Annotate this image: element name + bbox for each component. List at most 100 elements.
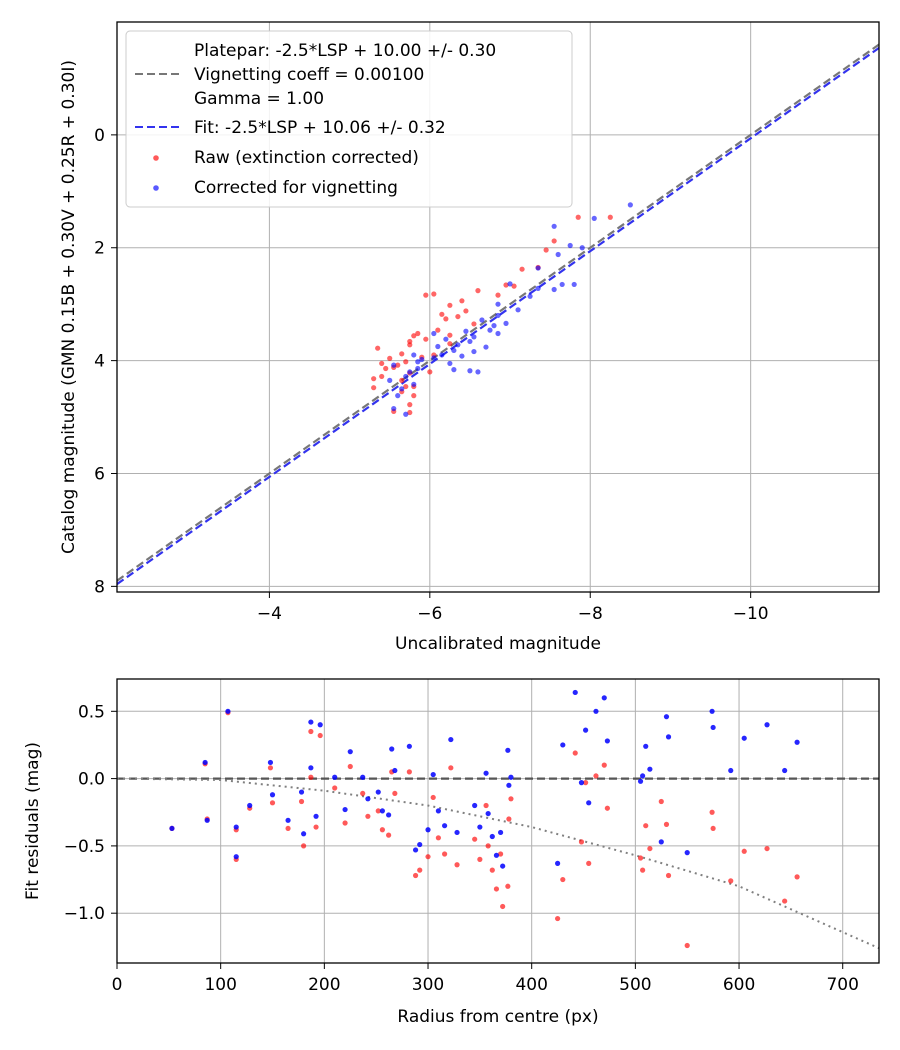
residual-raw-point: [500, 903, 506, 910]
residual-corrected-point: [506, 782, 512, 788]
corrected-point: [551, 286, 557, 293]
bottom-axis-ticks: 0 100 200 300 400 500 600 700 0.5 0.0 −0.5 −1.0: [64, 702, 859, 995]
residual-raw-point: [454, 862, 460, 868]
bottom-reference-lines: [117, 777, 879, 950]
residual-corrected-point: [684, 850, 690, 856]
raw-point: [399, 351, 405, 357]
corrected-point: [467, 368, 473, 374]
residual-raw-point: [365, 813, 371, 819]
legend-raw-marker: [153, 155, 159, 161]
raw-point: [455, 313, 461, 320]
residual-corrected-point: [313, 813, 319, 819]
bottom-x-tick-label: 200: [308, 975, 340, 995]
residual-corrected-point: [332, 774, 338, 780]
corrected-point: [451, 367, 457, 373]
raw-point: [383, 365, 389, 372]
residual-corrected-point: [665, 734, 672, 740]
residual-raw-point: [555, 915, 561, 922]
residual-raw-point: [586, 860, 592, 866]
corrected-point: [455, 342, 461, 348]
raw-point: [463, 308, 469, 314]
corrected-point: [395, 393, 401, 399]
corrected-point: [579, 245, 585, 251]
residual-corrected-point: [593, 708, 599, 714]
residual-raw-point: [375, 808, 381, 814]
residual-corrected-point: [583, 727, 589, 733]
residual-raw-point: [493, 886, 500, 892]
corrected-point: [467, 338, 473, 345]
corrected-point: [471, 348, 477, 355]
corrected-point: [495, 312, 501, 319]
residual-raw-point: [560, 876, 566, 883]
corrected-point: [403, 411, 409, 417]
residual-corrected-point: [500, 863, 506, 869]
residual-corrected-point: [586, 800, 592, 806]
residual-raw-point: [665, 872, 672, 879]
raw-point: [403, 383, 409, 390]
residual-raw-point: [477, 856, 483, 862]
residual-raw-point: [317, 732, 323, 739]
residual-corrected-point: [285, 817, 291, 823]
residual-corrected-point: [477, 824, 483, 830]
residual-corrected-point: [379, 808, 386, 814]
raw-point: [575, 214, 581, 220]
residual-corrected-point: [247, 802, 253, 809]
legend-platepar-line2: Vignetting coeff = 0.00100: [194, 65, 424, 85]
residual-corrected-point: [493, 852, 500, 858]
residual-corrected-point: [643, 743, 649, 749]
residual-corrected-point: [764, 722, 770, 728]
top-x-tick-label: −4: [257, 604, 282, 624]
residual-corrected-point: [233, 824, 239, 830]
corrected-point: [411, 381, 417, 387]
legend: Platepar: -2.5*LSP + 10.00 +/- 0.30 Vign…: [125, 30, 573, 208]
raw-point: [371, 385, 377, 391]
residual-raw-point: [684, 942, 690, 949]
residual-corrected-point: [308, 719, 314, 725]
corrected-point: [419, 356, 425, 363]
corrected-point: [491, 323, 497, 329]
residual-raw-point: [508, 796, 514, 802]
raw-point: [427, 369, 433, 375]
raw-point: [475, 288, 481, 294]
residual-corrected-point: [169, 825, 175, 832]
top-plot-frame: [116, 21, 880, 593]
raw-point: [431, 291, 437, 297]
corrected-point: [535, 285, 541, 291]
raw-point: [435, 327, 441, 333]
residual-raw-point: [267, 765, 274, 771]
residual-raw-point: [386, 832, 392, 838]
corrected-point: [435, 343, 441, 350]
corrected-point: [591, 215, 597, 221]
bottom-y-tick-label: 0.5: [78, 702, 105, 722]
bottom-x-tick-label: 400: [515, 975, 547, 995]
corrected-point: [459, 353, 465, 359]
residual-corrected-point: [392, 767, 398, 774]
legend-corrected-marker: [153, 185, 159, 191]
residual-corrected-point: [375, 789, 381, 795]
raw-point: [447, 341, 453, 347]
residual-corrected-point: [317, 722, 323, 728]
raw-point: [503, 282, 509, 288]
raw-point: [407, 402, 413, 408]
residual-raw-point: [782, 898, 788, 904]
raw-point: [495, 292, 501, 298]
residual-corrected-point: [202, 759, 208, 766]
top-x-axis-label: Uncalibrated magnitude: [395, 634, 601, 654]
residual-corrected-point: [298, 789, 305, 795]
residual-corrected-point: [485, 810, 491, 817]
corrected-point: [555, 251, 561, 258]
residual-raw-point: [406, 769, 412, 775]
raw-point: [411, 393, 417, 399]
residual-raw-point: [308, 774, 314, 780]
residual-raw-point: [269, 800, 276, 806]
residual-corrected-point: [417, 841, 423, 848]
residual-corrected-point: [389, 746, 395, 752]
residual-corrected-point: [578, 780, 585, 786]
legend-box: [125, 30, 573, 208]
top-y-tick-label: 2: [94, 239, 105, 259]
top-axis-ticks: −4 −6 −8 −10 0 2 4 6 8: [94, 126, 768, 624]
raw-point: [395, 362, 401, 368]
legend-platepar-line1: Platepar: -2.5*LSP + 10.00 +/- 0.30: [194, 41, 496, 61]
residual-corrected-point: [448, 736, 454, 743]
residual-raw-point: [604, 805, 610, 811]
